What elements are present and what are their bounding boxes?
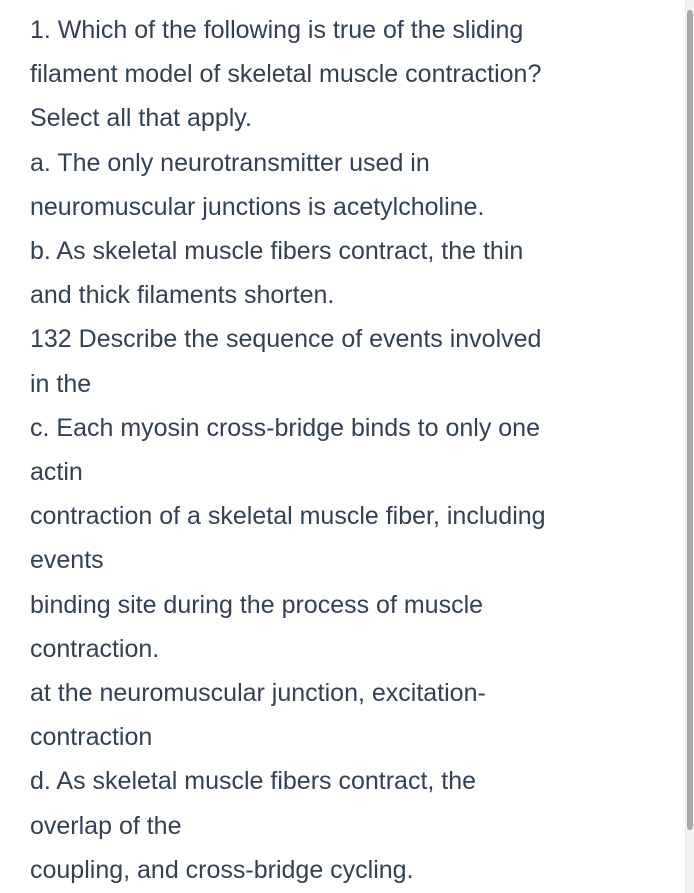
text-line: a. The only neurotransmitter used in [30, 141, 654, 185]
text-line: contraction. [30, 627, 654, 671]
text-line: 132 Describe the sequence of events invo… [30, 317, 654, 361]
text-line: coupling, and cross-bridge cycling. [30, 848, 654, 892]
text-line: and thick filaments shorten. [30, 273, 654, 317]
text-line: b. As skeletal muscle fibers contract, t… [30, 229, 654, 273]
text-line: binding site during the process of muscl… [30, 583, 654, 627]
text-line: overlap of the [30, 804, 654, 848]
text-line: 1. Which of the following is true of the… [30, 8, 654, 52]
text-line: Select all that apply. [30, 96, 654, 140]
text-line: at the neuromuscular junction, excitatio… [30, 671, 654, 715]
scrollbar-thumb[interactable] [687, 10, 693, 830]
text-line: neuromuscular junctions is acetylcholine… [30, 185, 654, 229]
text-line: c. Each myosin cross-bridge binds to onl… [30, 406, 654, 450]
text-line: actin [30, 450, 654, 494]
text-line: contraction [30, 715, 654, 759]
document-page: 1. Which of the following is true of the… [0, 0, 694, 893]
text-line: filament model of skeletal muscle contra… [30, 52, 654, 96]
text-line: events [30, 538, 654, 582]
text-line: contraction of a skeletal muscle fiber, … [30, 494, 654, 538]
text-line: d. As skeletal muscle fibers contract, t… [30, 759, 654, 803]
scrollbar-track[interactable] [685, 0, 694, 893]
text-line: in the [30, 362, 654, 406]
